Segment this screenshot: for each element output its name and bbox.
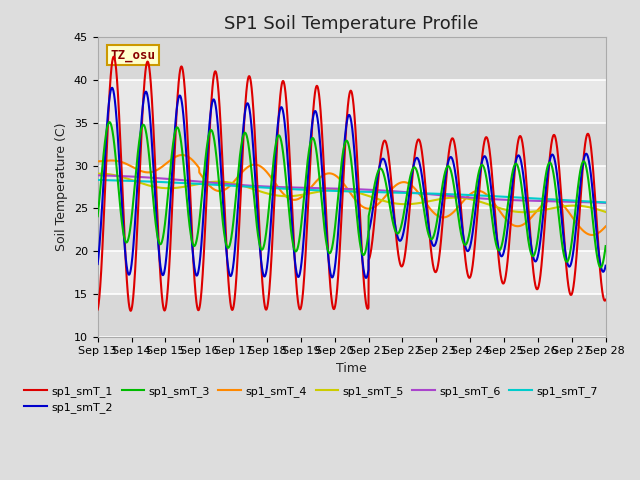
Text: TZ_osu: TZ_osu [110, 48, 156, 61]
Bar [98, 251, 605, 294]
Legend: sp1_smT_1, sp1_smT_2, sp1_smT_3, sp1_smT_4, sp1_smT_5, sp1_smT_6, sp1_smT_7: sp1_smT_1, sp1_smT_2, sp1_smT_3, sp1_smT… [20, 381, 602, 418]
Bar [98, 294, 605, 337]
Y-axis label: Soil Temperature (C): Soil Temperature (C) [55, 123, 68, 252]
Bar [98, 37, 605, 80]
Bar [98, 123, 605, 166]
X-axis label: Time: Time [336, 362, 367, 375]
Bar [98, 166, 605, 208]
Bar [98, 80, 605, 123]
Bar [98, 208, 605, 251]
Title: SP1 Soil Temperature Profile: SP1 Soil Temperature Profile [225, 15, 479, 33]
